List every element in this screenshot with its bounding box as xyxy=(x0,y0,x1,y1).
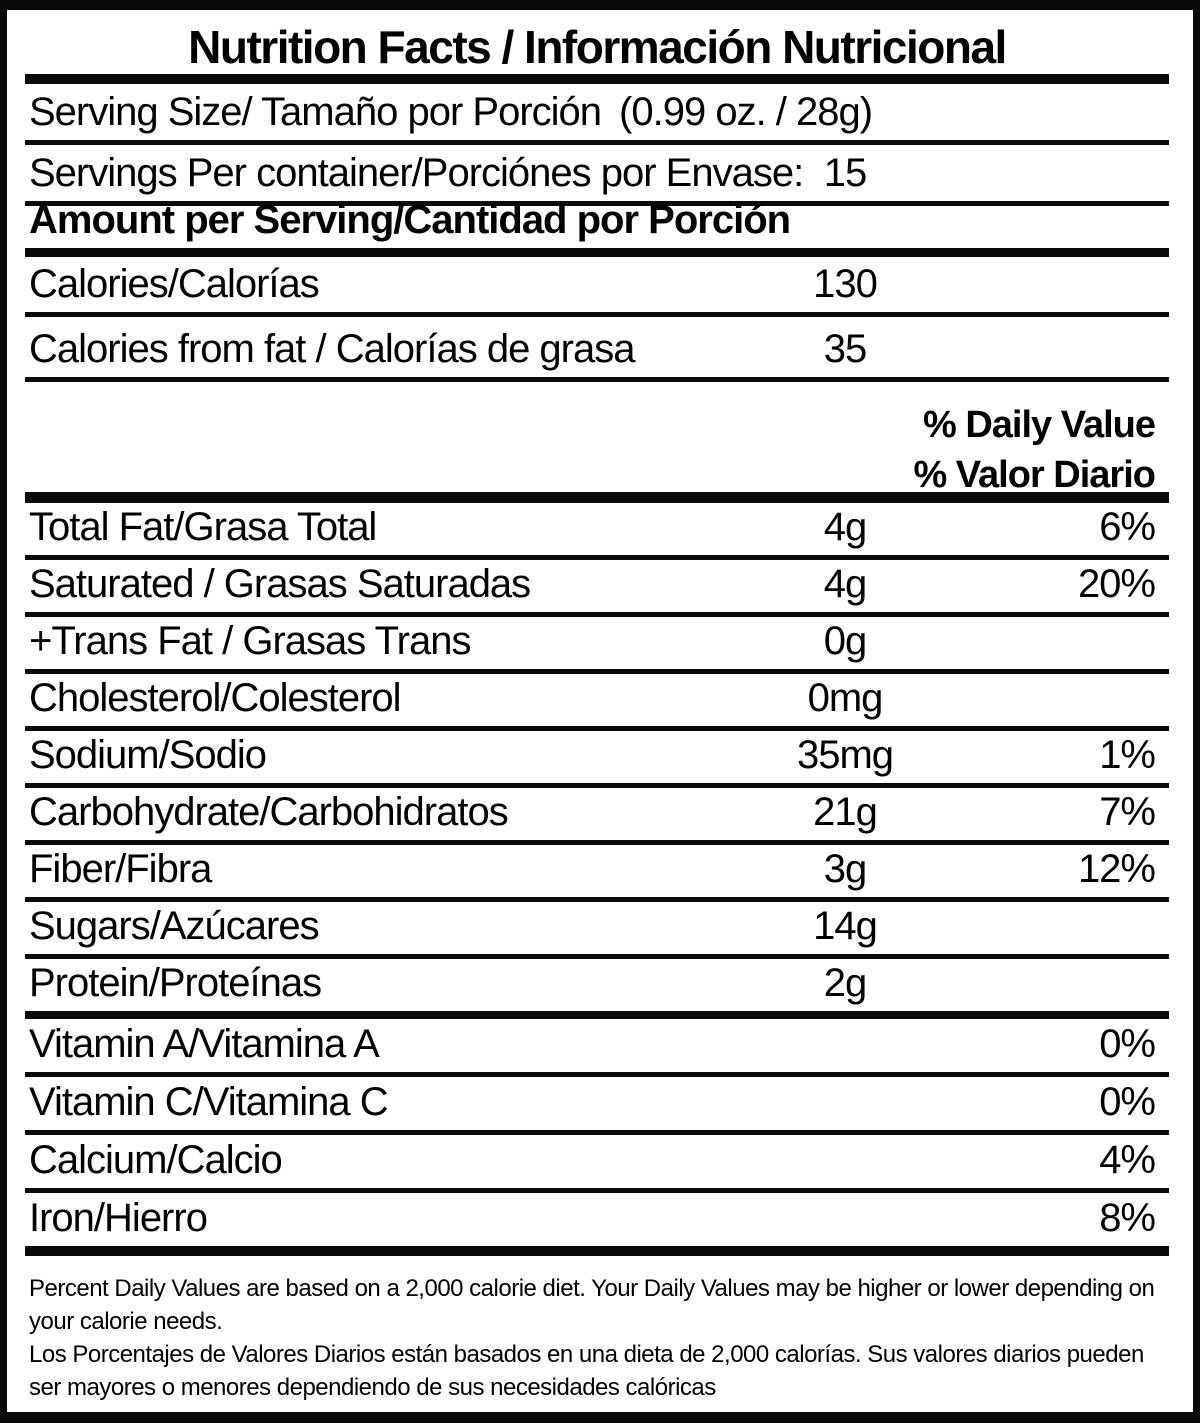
saturated-fat-label: Saturated / Grasas Saturadas xyxy=(29,562,531,606)
sodium-label: Sodium/Sodio xyxy=(29,733,267,777)
serving-size-label: Serving Size/ Tamaño por Porción xyxy=(29,90,602,134)
serving-size-row: Serving Size/ Tamaño por Porción (0.99 oz… xyxy=(25,84,1169,145)
total-fat-percent: 6% xyxy=(1099,505,1156,549)
servings-per-container-row: Servings Per container/Porciónes por Env… xyxy=(25,145,1169,206)
vitamin-c-row: Vitamin C/Vitamina C 0% xyxy=(25,1077,1169,1135)
fiber-label: Fiber/Fibra xyxy=(29,847,212,891)
saturated-fat-value: 4g xyxy=(823,562,868,606)
carbohydrate-percent: 7% xyxy=(1099,790,1156,834)
sugars-value: 14g xyxy=(813,904,878,948)
daily-value-header-es: % Valor Diario xyxy=(913,454,1156,496)
daily-value-header-en: % Daily Value xyxy=(922,404,1156,446)
trans-fat-label: +Trans Fat / Grasas Trans xyxy=(29,619,471,663)
carbohydrate-label: Carbohydrate/Carbohidratos xyxy=(29,790,509,834)
total-fat-label: Total Fat/Grasa Total xyxy=(29,505,377,549)
sodium-percent: 1% xyxy=(1099,733,1156,777)
cholesterol-label: Cholesterol/Colesterol xyxy=(29,676,402,720)
fiber-percent: 12% xyxy=(1077,847,1156,891)
cholesterol-row: Cholesterol/Colesterol 0mg xyxy=(25,674,1169,731)
title-divider-bar xyxy=(25,74,1169,84)
sodium-value: 35mg xyxy=(796,733,894,777)
calories-from-fat-label: Calories from fat / Calorías de grasa xyxy=(29,327,635,371)
protein-row: Protein/Proteínas 2g xyxy=(25,959,1169,1019)
servings-per-container-label: Servings Per container/Porciónes por Env… xyxy=(29,151,804,195)
saturated-fat-percent: 20% xyxy=(1077,562,1156,606)
calories-row: Calories/Calorías 130 xyxy=(25,257,1169,317)
calcium-percent: 4% xyxy=(1099,1138,1156,1182)
carbohydrate-value: 21g xyxy=(813,790,878,834)
label-inner: Nutrition Facts / Información Nutriciona… xyxy=(25,10,1169,1412)
sugars-row: Sugars/Azúcares 14g xyxy=(25,902,1169,959)
sugars-label: Sugars/Azúcares xyxy=(29,904,320,948)
total-fat-value: 4g xyxy=(823,505,868,549)
calcium-row: Calcium/Calcio 4% xyxy=(25,1135,1169,1193)
saturated-fat-row: Saturated / Grasas Saturadas 4g 20% xyxy=(25,560,1169,617)
protein-value: 2g xyxy=(823,961,868,1005)
vitamin-a-label: Vitamin A/Vitamina A xyxy=(29,1022,380,1066)
vitamin-a-row: Vitamin A/Vitamina A 0% xyxy=(25,1019,1169,1077)
amount-per-serving-header-row: Amount per Serving/Cantidad por Porción xyxy=(25,198,1169,257)
vitamin-a-percent: 0% xyxy=(1099,1022,1156,1066)
serving-size-cell: Serving Size/ Tamaño por Porción (0.99 oz… xyxy=(29,90,1169,135)
servings-per-container-value: 15 xyxy=(823,151,868,195)
calcium-label: Calcium/Calcio xyxy=(29,1138,283,1182)
cholesterol-value: 0mg xyxy=(807,676,884,720)
fiber-row: Fiber/Fibra 3g 12% xyxy=(25,845,1169,902)
calories-from-fat-value: 35 xyxy=(823,327,868,371)
footnote-english: Percent Daily Values are based on a 2,00… xyxy=(29,1275,1155,1335)
sodium-row: Sodium/Sodio 35mg 1% xyxy=(25,731,1169,788)
calories-from-fat-row: Calories from fat / Calorías de grasa 35 xyxy=(25,317,1169,382)
vitamin-c-percent: 0% xyxy=(1099,1080,1156,1124)
daily-value-header-block: % Daily Value % Valor Diario xyxy=(25,382,1169,503)
iron-row: Iron/Hierro 8% xyxy=(25,1193,1169,1256)
trans-fat-row: +Trans Fat / Grasas Trans 0g xyxy=(25,617,1169,674)
vitamin-c-label: Vitamin C/Vitamina C xyxy=(29,1080,389,1124)
amount-per-serving-header: Amount per Serving/Cantidad por Porción xyxy=(29,198,791,242)
iron-percent: 8% xyxy=(1099,1196,1156,1240)
iron-label: Iron/Hierro xyxy=(29,1196,208,1240)
carbohydrate-row: Carbohydrate/Carbohidratos 21g 7% xyxy=(25,788,1169,845)
footnote-spanish: Los Porcentajes de Valores Diarios están… xyxy=(29,1341,1144,1401)
serving-size-value: (0.99 oz. / 28g) xyxy=(619,90,873,134)
calories-label: Calories/Calorías xyxy=(29,262,320,306)
total-fat-row: Total Fat/Grasa Total 4g 6% xyxy=(25,503,1169,560)
footnote-block: Percent Daily Values are based on a 2,00… xyxy=(25,1256,1169,1412)
protein-label: Protein/Proteínas xyxy=(29,961,322,1005)
calories-value: 130 xyxy=(813,262,878,306)
trans-fat-value: 0g xyxy=(823,619,868,663)
fiber-value: 3g xyxy=(823,847,868,891)
label-title: Nutrition Facts / Información Nutriciona… xyxy=(188,21,1007,73)
